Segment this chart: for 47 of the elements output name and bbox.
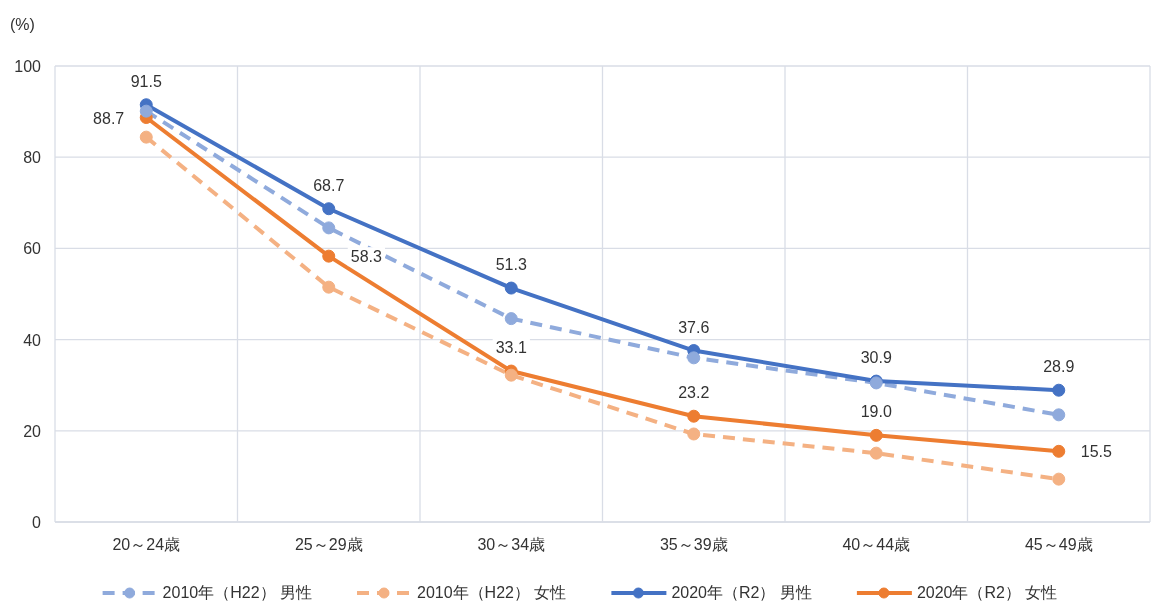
point [1052,472,1066,486]
x-tick-label: 40～44歳 [842,536,911,553]
point [687,427,701,441]
y-tick-label: 0 [32,514,42,531]
y-tick-label: 20 [23,422,42,440]
data-label: 58.3 [350,248,382,266]
point [322,249,336,263]
data-label: 23.2 [678,384,710,402]
legend-label: 2010年（H22） 男性 [162,584,312,601]
data-label: 15.5 [1080,443,1112,461]
x-tick-label: 30～34歳 [477,536,546,553]
data-label: 51.3 [495,256,527,274]
point [139,104,153,118]
point [1052,444,1066,458]
data-label: 37.6 [678,318,710,336]
point [869,446,883,460]
x-tick-label: 35～39歳 [659,536,728,553]
data-label: 88.7 [93,109,125,127]
point [504,281,518,295]
point [1052,383,1066,397]
legend-label: 2010年（H22） 女性 [417,584,567,601]
y-tick-label: 100 [14,58,42,75]
point [139,130,153,144]
y-tick-label: 40 [23,331,42,349]
data-label: 28.9 [1043,358,1075,376]
legend-label: 2020年（R2） 男性 [671,584,812,601]
point [322,221,336,235]
x-tick-label: 25～29歳 [294,536,363,553]
legend-label: 2020年（R2） 女性 [916,584,1058,601]
point [504,312,518,326]
data-label: 30.9 [860,349,892,367]
point [504,368,518,382]
point [687,409,701,423]
y-axis-title: (%) [10,16,35,33]
point [1052,408,1066,422]
y-tick-label: 80 [23,149,42,167]
x-tick-label: 20～24歳 [112,536,181,553]
x-tick-label: 45～49歳 [1024,536,1093,553]
data-label: 68.7 [313,176,345,194]
point [687,351,701,365]
point [322,202,336,216]
y-tick-label: 60 [23,240,42,258]
data-label: 33.1 [495,339,527,357]
point [322,280,336,294]
data-label: 91.5 [130,72,162,90]
point [869,428,883,442]
data-label: 19.0 [860,403,892,421]
